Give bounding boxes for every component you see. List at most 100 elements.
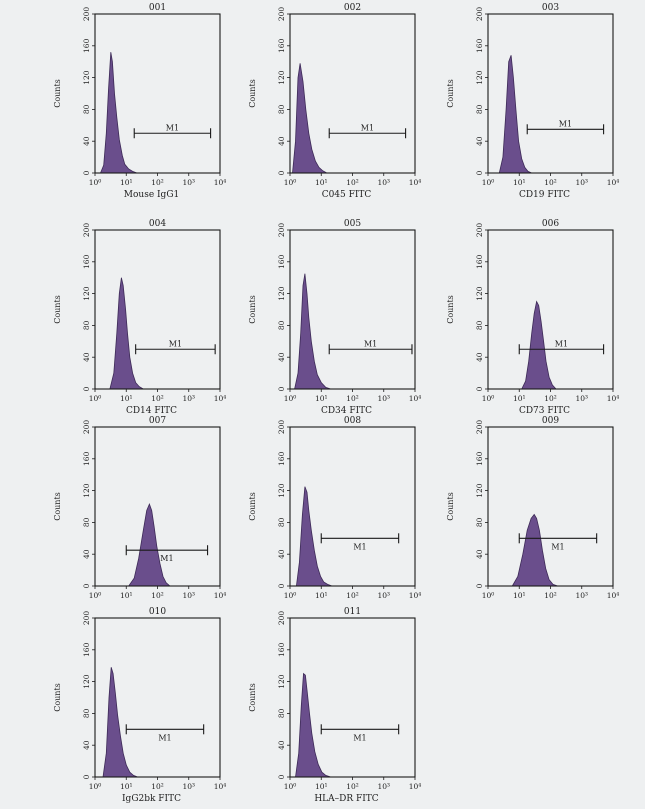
plot-frame	[487, 229, 614, 390]
x-tick-label: 10³	[575, 178, 588, 187]
gate-label: M1	[559, 119, 572, 128]
y-tick-label: 200	[82, 611, 91, 626]
y-tick-label: 0	[475, 386, 484, 391]
x-tick-label: 10¹	[120, 591, 133, 600]
x-tick-label: 10²	[151, 782, 164, 791]
x-tick-label: 10³	[182, 178, 195, 187]
y-axis-label: Counts	[53, 492, 62, 521]
y-tick-label: 0	[82, 170, 91, 175]
y-axis-label: Counts	[446, 79, 455, 108]
gate-label: M1	[169, 339, 182, 348]
y-tick-label: 40	[475, 352, 484, 362]
x-tick-label: 10³	[377, 178, 390, 187]
x-tick-label: 10²	[346, 782, 359, 791]
x-tick-label: 10⁴	[409, 591, 422, 600]
histogram-panel-006: 006 0 40 80 120 160 200 10⁰ 10¹ 10² 10³ 10⁴ Counts CD…	[443, 216, 643, 416]
x-axis-label: CD73 FITC	[519, 406, 570, 416]
x-tick-label: 10³	[377, 394, 390, 403]
y-tick-label: 200	[475, 7, 484, 22]
y-tick-label: 120	[82, 286, 91, 301]
y-tick-label: 160	[82, 254, 91, 269]
y-tick-label: 80	[82, 104, 91, 114]
y-tick-label: 160	[475, 254, 484, 269]
y-tick-label: 0	[277, 774, 286, 779]
y-axis-label: Counts	[53, 79, 62, 108]
y-axis-label: Counts	[53, 683, 62, 712]
x-tick-label: 10¹	[120, 394, 133, 403]
histogram-area	[109, 277, 145, 390]
y-tick-label: 40	[277, 740, 286, 750]
x-tick-label: 10¹	[120, 782, 133, 791]
chart-title: 005	[344, 219, 361, 229]
x-axis-label: IgG2bk FITC	[122, 794, 181, 804]
gate-label: M1	[158, 733, 171, 742]
x-axis-label: Mouse IgG1	[124, 190, 179, 200]
y-tick-label: 120	[82, 483, 91, 498]
chart-title: 002	[344, 3, 361, 13]
y-tick-label: 200	[475, 223, 484, 238]
x-tick-label: 10²	[346, 178, 359, 187]
x-tick-label: 10⁰	[284, 591, 297, 600]
x-tick-label: 10³	[377, 782, 390, 791]
y-tick-label: 80	[82, 517, 91, 527]
histogram-011: 011 0 40 80 120 160 200 10⁰ 10¹ 10² 10³ 10⁴ Counts HL…	[248, 607, 422, 804]
chart-title: 003	[542, 3, 559, 13]
y-tick-label: 160	[475, 451, 484, 466]
y-tick-label: 160	[475, 38, 484, 53]
histogram-area	[521, 300, 557, 390]
histogram-010: 010 0 40 80 120 160 200 10⁰ 10¹ 10² 10³ 10⁴ Counts Ig…	[53, 607, 226, 804]
y-axis-label: Counts	[53, 295, 62, 324]
x-tick-label: 10⁰	[284, 782, 297, 791]
x-tick-label: 10⁴	[214, 178, 227, 187]
x-tick-label: 10⁰	[482, 394, 495, 403]
y-tick-label: 0	[475, 583, 484, 588]
x-tick-label: 10²	[151, 591, 164, 600]
y-axis-label: Counts	[248, 295, 257, 324]
x-tick-label: 10²	[151, 178, 164, 187]
chart-title: 011	[344, 607, 361, 617]
x-tick-label: 10³	[575, 394, 588, 403]
histogram-panel-002: 002 0 40 80 120 160 200 10⁰ 10¹ 10² 10³ 10⁴ Counts C0…	[245, 0, 445, 200]
y-tick-label: 160	[82, 451, 91, 466]
x-axis-label: HLA–DR FITC	[314, 794, 378, 804]
y-tick-label: 80	[475, 320, 484, 330]
x-tick-label: 10⁰	[89, 178, 102, 187]
histogram-005: 005 0 40 80 120 160 200 10⁰ 10¹ 10² 10³ 10⁴ Counts CD…	[248, 219, 421, 416]
gate-label: M1	[551, 542, 564, 551]
y-axis-label: Counts	[248, 492, 257, 521]
y-tick-label: 40	[277, 352, 286, 362]
histogram-area	[295, 672, 331, 778]
histogram-area	[511, 513, 558, 587]
y-tick-label: 200	[277, 420, 286, 435]
y-tick-label: 80	[475, 104, 484, 114]
x-tick-label: 10¹	[315, 394, 328, 403]
y-tick-label: 40	[475, 549, 484, 559]
y-tick-label: 80	[82, 708, 91, 718]
y-tick-label: 0	[277, 170, 286, 175]
y-tick-label: 0	[82, 583, 91, 588]
y-tick-label: 80	[277, 708, 286, 718]
chart-title: 010	[149, 607, 166, 617]
y-tick-label: 120	[277, 70, 286, 85]
histogram-009: 009 0 40 80 120 160 200 10⁰ 10¹ 10² 10³ 10⁴ Counts M1	[446, 416, 619, 600]
x-tick-label: 10¹	[120, 178, 133, 187]
x-tick-label: 10⁰	[482, 591, 495, 600]
x-tick-label: 10¹	[513, 591, 526, 600]
x-tick-label: 10⁴	[409, 178, 422, 187]
chart-title: 009	[542, 416, 559, 426]
plot-frame	[487, 426, 614, 587]
x-tick-label: 10³	[377, 591, 390, 600]
y-tick-label: 0	[475, 170, 484, 175]
y-tick-label: 0	[277, 583, 286, 588]
x-tick-label: 10⁴	[409, 782, 422, 791]
histogram-panel-007: 007 0 40 80 120 160 200 10⁰ 10¹ 10² 10³ 10⁴ Counts M1	[50, 413, 250, 613]
x-tick-label: 10⁴	[607, 178, 620, 187]
x-tick-label: 10⁰	[284, 394, 297, 403]
chart-title: 004	[149, 219, 166, 229]
y-tick-label: 80	[277, 517, 286, 527]
chart-title: 001	[149, 3, 166, 13]
y-tick-label: 80	[82, 320, 91, 330]
x-tick-label: 10³	[182, 782, 195, 791]
y-tick-label: 0	[82, 386, 91, 391]
gate-label: M1	[353, 542, 366, 551]
